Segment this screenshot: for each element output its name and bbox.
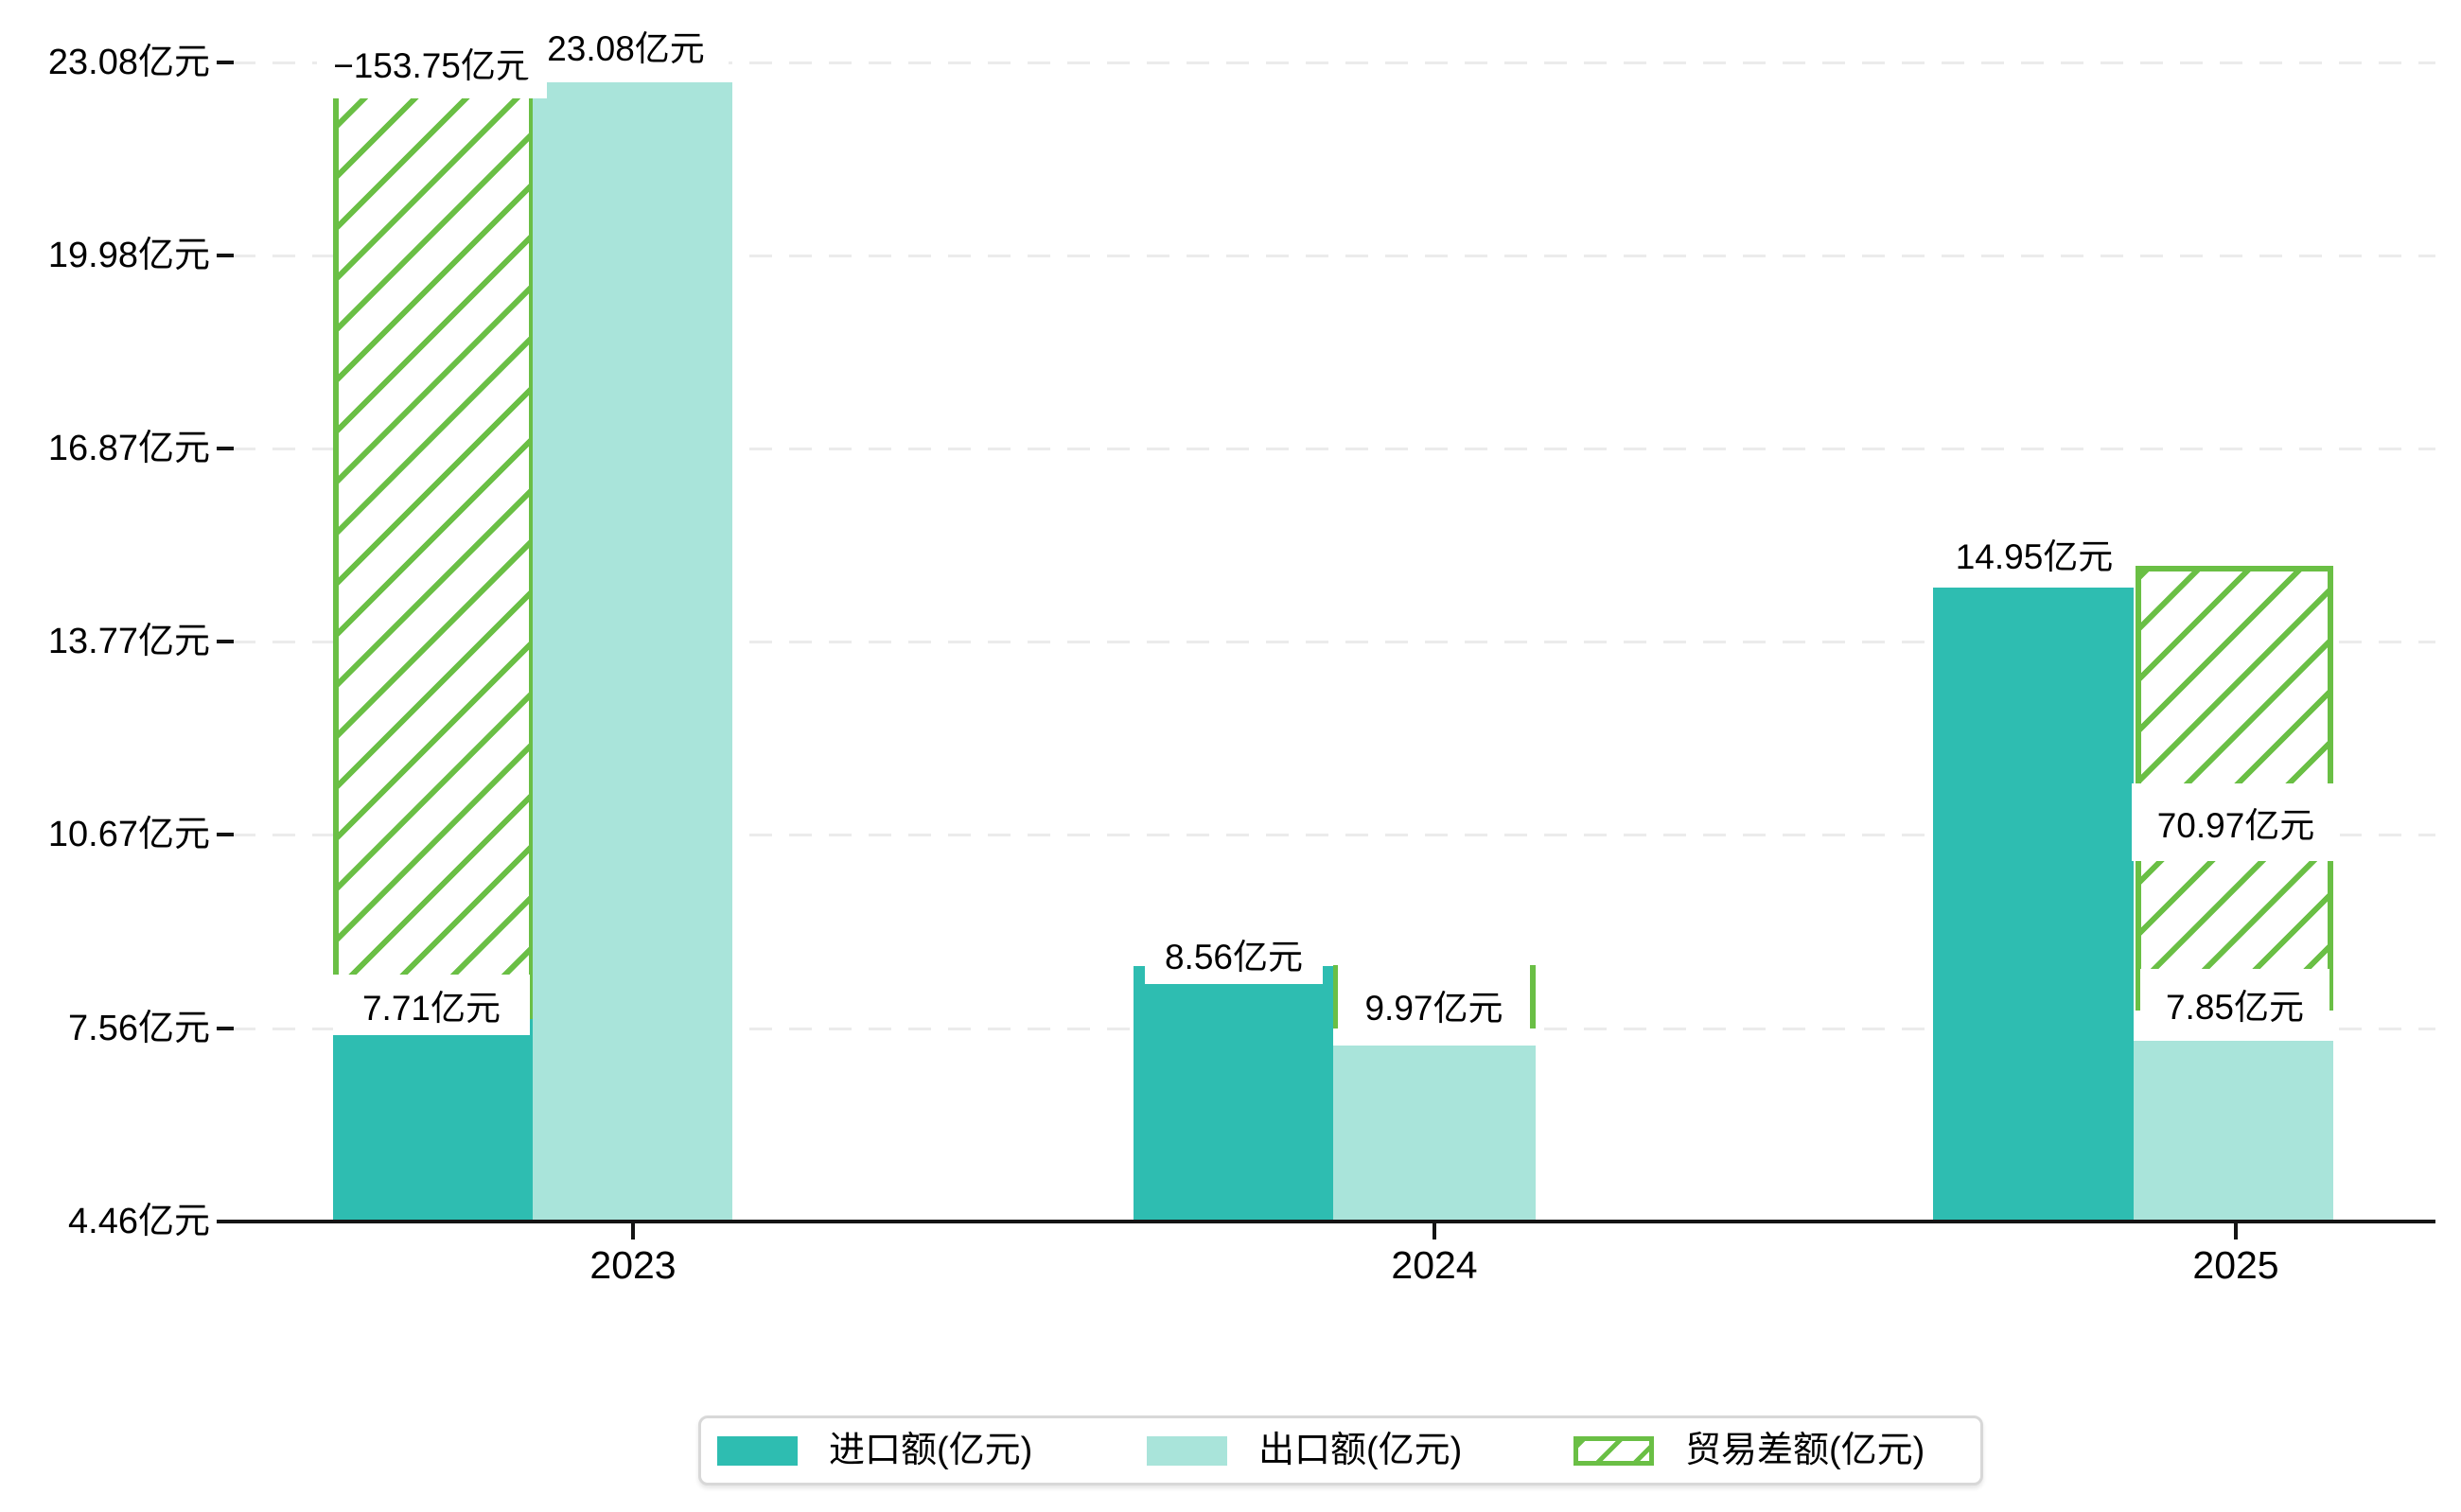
x-axis-tick-label: 2023 — [589, 1243, 677, 1287]
legend-label-balance: 贸易差额(亿元) — [1685, 1431, 1925, 1470]
balance-hatch-swatch-icon — [1573, 1435, 1654, 1466]
y-axis-tick-label: 7.56亿元 — [68, 1009, 210, 1048]
export-swatch-icon — [1147, 1435, 1227, 1466]
bar-export-2023 — [533, 82, 732, 1222]
y-tick — [217, 640, 234, 643]
gridline — [233, 448, 2435, 450]
legend-label-import: 进口额(亿元) — [829, 1431, 1033, 1470]
legend-item-export: 出口额(亿元) — [1147, 1418, 1462, 1483]
gridline — [233, 255, 2435, 257]
y-axis-tick-label: 4.46亿元 — [68, 1202, 210, 1241]
y-tick — [217, 61, 234, 64]
y-tick — [217, 1027, 234, 1030]
y-tick — [217, 254, 234, 257]
value-label: 7.85亿元 — [2140, 969, 2329, 1039]
value-label: 8.56亿元 — [1145, 923, 1323, 984]
value-label: 14.95亿元 — [1938, 522, 2131, 584]
value-label: 7.71亿元 — [333, 975, 530, 1035]
gridline — [233, 62, 2435, 64]
y-tick — [217, 833, 234, 836]
y-axis-tick-label: 23.08亿元 — [47, 43, 210, 82]
value-label: 23.08亿元 — [523, 13, 729, 78]
bar-export-2024 — [1333, 1046, 1536, 1222]
x-axis-tick-label: 2025 — [2192, 1243, 2279, 1287]
y-tick — [217, 447, 234, 450]
x-axis-tick-label: 2024 — [1391, 1243, 1478, 1287]
value-label: −153.75亿元 — [317, 26, 547, 98]
bar-import-2025 — [1933, 588, 2134, 1222]
x-tick — [2234, 1223, 2238, 1239]
value-label: 70.97亿元 — [2132, 783, 2340, 861]
y-axis-tick-label: 10.67亿元 — [47, 815, 210, 854]
import-swatch-icon — [717, 1435, 798, 1466]
y-axis-tick-label: 16.87亿元 — [47, 429, 210, 468]
bar-export-2025 — [2134, 1041, 2333, 1222]
y-axis-tick-label: 19.98亿元 — [47, 236, 210, 275]
x-tick — [1433, 1223, 1436, 1239]
bar-balance-2023 — [333, 63, 535, 1019]
bar-import-2023 — [333, 1019, 533, 1222]
x-tick — [631, 1223, 635, 1239]
gridline — [233, 834, 2435, 836]
x-axis-line — [220, 1220, 2435, 1223]
y-axis-tick-label: 13.77亿元 — [47, 622, 210, 661]
gridline — [233, 1028, 2435, 1030]
legend-label-export: 出口额(亿元) — [1258, 1431, 1463, 1470]
legend: 进口额(亿元) 出口额(亿元) 贸易差额(亿元) — [698, 1415, 1983, 1486]
legend-item-balance: 贸易差额(亿元) — [1573, 1418, 1925, 1483]
legend-item-import: 进口额(亿元) — [717, 1418, 1032, 1483]
value-label: 9.97亿元 — [1338, 964, 1530, 1045]
gridline — [233, 641, 2435, 643]
bar-import-2024 — [1134, 966, 1333, 1222]
